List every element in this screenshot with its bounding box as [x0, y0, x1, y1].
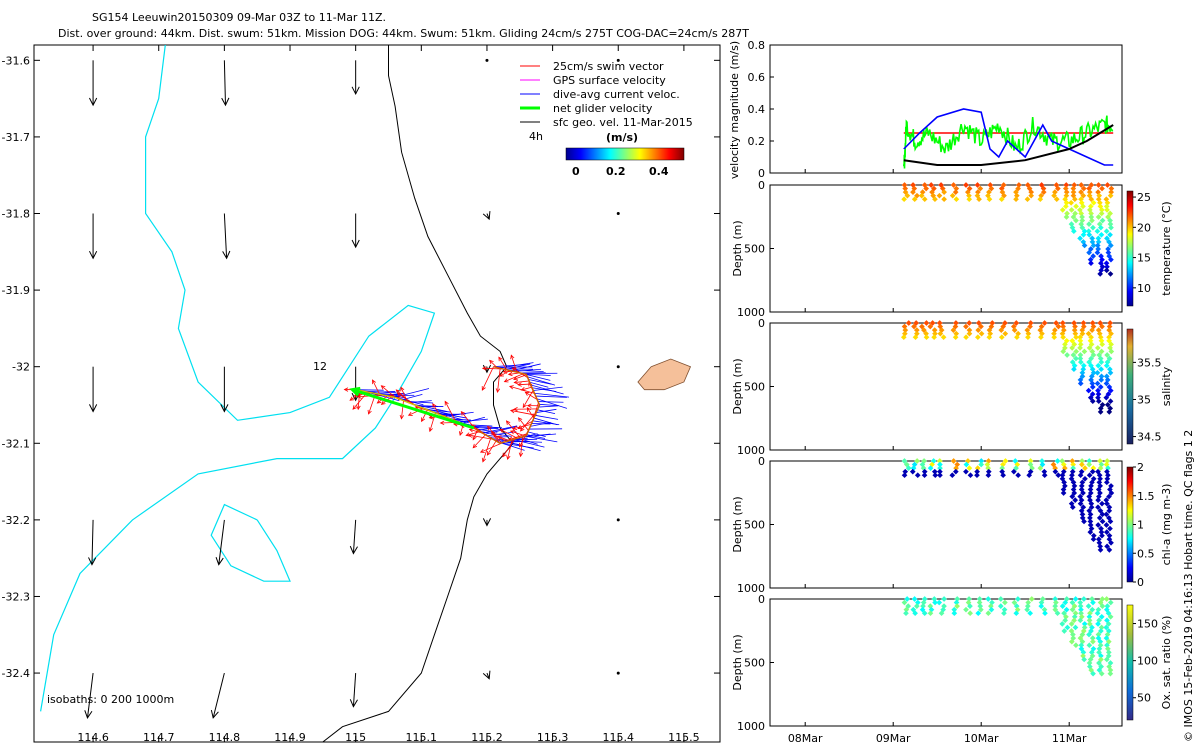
chla-cbar-tick-label-2: 1: [1137, 519, 1144, 532]
legend-dac: dive-avg current veloc.: [553, 88, 680, 101]
map-xtick-label-1: 114.7: [143, 731, 175, 744]
temperature-cbar-tick-label-0: 10: [1137, 282, 1151, 295]
geo-vector-dot-14: [617, 365, 620, 368]
map-xtick-label-4: 115: [345, 731, 366, 744]
geo-vector-dot-19: [617, 518, 620, 521]
oxygen-ylabel: Depth (m): [731, 634, 744, 690]
salinity-colorbar: [1127, 329, 1133, 444]
start-tag: 12: [313, 360, 327, 373]
map-xtick-label-3: 114.9: [274, 731, 306, 744]
map-xtick-label-6: 115.2: [471, 731, 503, 744]
map-ytick-label-0: -31.6: [2, 54, 30, 67]
map-ytick-label-1: -31.7: [2, 131, 30, 144]
temperature-ytick-label-1: 500: [744, 243, 765, 256]
map-ytick-label-3: -31.9: [2, 284, 30, 297]
date-tick-label-0: 08Mar: [788, 732, 823, 745]
isobath-note: isobaths: 0 200 1000m: [47, 693, 174, 706]
temperature-cbar-tick-label-1: 15: [1137, 252, 1151, 265]
chla-cbar-tick-label-0: 0: [1137, 576, 1144, 589]
map-xtick-label-8: 115.4: [602, 731, 634, 744]
map-xtick-label-7: 115.3: [537, 731, 569, 744]
map-ytick-label-6: -32.2: [2, 514, 30, 527]
temperature-ylabel: Depth (m): [731, 220, 744, 276]
colorbar-units: (m/s): [606, 131, 638, 144]
chla-colorbar-label: chl-a (mg m-3): [1160, 484, 1173, 566]
chart-title-line1: SG154 Leeuwin20150309 09-Mar 03Z to 11-M…: [92, 11, 386, 24]
velocity-ytick-label-4: 0.8: [748, 39, 766, 52]
oxygen-axes-frame: [770, 599, 1122, 726]
temperature-cbar-tick-label-2: 20: [1137, 221, 1151, 234]
temperature-colorbar-label: temperature (°C): [1160, 201, 1173, 295]
salinity-cbar-tick-label-0: 34.5: [1137, 431, 1162, 444]
chla-cbar-tick-label-4: 2: [1137, 461, 1144, 474]
map-ytick-label-5: -32.1: [2, 437, 30, 450]
oxygen-ytick-label-1: 500: [744, 657, 765, 670]
salinity-ylabel: Depth (m): [731, 358, 744, 414]
date-tick-label-1: 09Mar: [876, 732, 911, 745]
oxygen-cbar-tick-label-0: 50: [1137, 692, 1151, 705]
legend-net: net glider velocity: [553, 102, 653, 115]
salinity-ytick-label-1: 500: [744, 381, 765, 394]
oxygen-colorbar: [1127, 605, 1133, 720]
legend-geo: sfc geo. vel. 11-Mar-2015: [553, 116, 693, 129]
oxygen-colorbar-label: Ox. sat. ratio (%): [1160, 616, 1173, 710]
chla-cbar-tick-label-3: 1.5: [1137, 490, 1155, 503]
date-tick-label-2: 10Mar: [964, 732, 999, 745]
chla-ylabel: Depth (m): [731, 496, 744, 552]
temperature-colorbar: [1127, 191, 1133, 306]
velocity-ytick-label-1: 0.2: [748, 135, 766, 148]
oxygen-cbar-tick-label-2: 150: [1137, 618, 1158, 631]
oxygen-ytick-label-2: 1000: [737, 720, 765, 733]
footer-note: © IMOS 15-Feb-2019 04:16:13 Hobart time.…: [1182, 430, 1195, 742]
velocity-ylabel: velocity magnitude (m/s): [728, 41, 741, 179]
chla-axes-frame: [770, 461, 1122, 588]
oxygen-cbar-tick-label-1: 100: [1137, 655, 1158, 668]
chla-ytick-label-1: 500: [744, 519, 765, 532]
temperature-cbar-tick-label-3: 25: [1137, 191, 1151, 204]
salinity-cbar-tick-label-1: 35: [1137, 393, 1151, 406]
date-tick-label-3: 11Mar: [1052, 732, 1087, 745]
temperature-axes-frame: [770, 185, 1122, 312]
oxygen-ytick-label-0: 0: [758, 593, 765, 606]
chla-ytick-label-0: 0: [758, 455, 765, 468]
salinity-cbar-tick-label-2: 35.5: [1137, 356, 1162, 369]
map-xtick-label-9: 115.5: [668, 731, 700, 744]
velocity-ytick-label-3: 0.6: [748, 71, 766, 84]
temperature-ytick-label-0: 0: [758, 179, 765, 192]
velocity-panel: 00.20.40.60.8 velocity magnitude (m/s): [728, 39, 1122, 180]
velocity-ytick-label-2: 0.4: [748, 103, 766, 116]
map-xtick-label-0: 114.6: [77, 731, 109, 744]
chla-colorbar: [1127, 467, 1133, 582]
salinity-axes-frame: [770, 323, 1122, 450]
chla-cbar-tick-label-1: 0.5: [1137, 547, 1155, 560]
speed-colorbar-tick-2: 0.4: [649, 165, 669, 178]
legend-swim: 25cm/s swim vector: [553, 60, 664, 73]
speed-colorbar-tick-0: 0: [572, 165, 580, 178]
map-xtick-label-2: 114.8: [209, 731, 241, 744]
legend-gps: GPS surface velocity: [553, 74, 666, 87]
time-tag: 4h: [529, 130, 543, 143]
map-xtick-label-5: 115.1: [406, 731, 438, 744]
geo-vector-dot-24: [617, 672, 620, 675]
salinity-ytick-label-0: 0: [758, 317, 765, 330]
map-panel: 114.6 114.7 114.8 114.9 115 115.1 115.2 115.3 11…: [2, 45, 720, 744]
map-ytick-label-4: -32: [12, 361, 30, 374]
geo-vector-dot-9: [617, 212, 620, 215]
map-ytick-label-7: -32.3: [2, 590, 30, 603]
velocity-axes-frame: [770, 45, 1122, 173]
salinity-colorbar-label: salinity: [1160, 366, 1173, 406]
geo-vector-dot-3: [485, 59, 488, 62]
map-ytick-label-2: -31.8: [2, 208, 30, 221]
speed-colorbar: [566, 148, 684, 160]
map-ytick-label-8: -32.4: [2, 667, 30, 680]
chart-title-line2: Dist. over ground: 44km. Dist. swum: 51k…: [58, 27, 749, 40]
speed-colorbar-tick-1: 0.2: [606, 165, 626, 178]
